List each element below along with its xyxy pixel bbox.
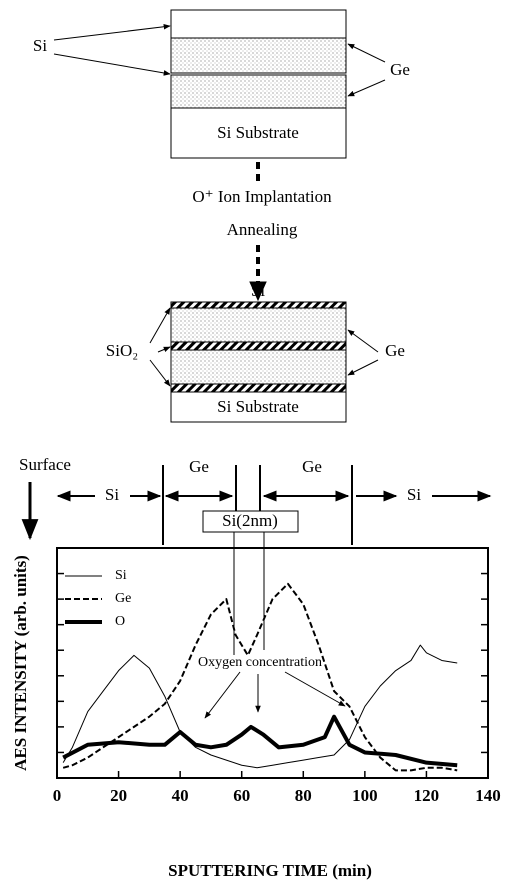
diagram-before bbox=[53, 9, 386, 302]
annotation: Surface bbox=[19, 455, 71, 474]
x-tick-label: 40 bbox=[172, 786, 189, 805]
label: Annealing bbox=[227, 220, 298, 239]
label: Si Substrate bbox=[217, 123, 299, 142]
annotation: Ge bbox=[189, 457, 209, 476]
series-line bbox=[62, 644, 458, 769]
label: O⁺ Ion Implantation bbox=[192, 187, 332, 206]
plot-frame bbox=[56, 547, 489, 779]
label: Si bbox=[251, 281, 265, 300]
annotation: Ge bbox=[302, 457, 322, 476]
x-axis-label: SPUTTERING TIME (min) bbox=[168, 861, 372, 880]
label: Si Substrate bbox=[217, 397, 299, 416]
label: SiO₂ bbox=[106, 341, 138, 360]
legend-label: Si bbox=[115, 568, 127, 583]
legend-label: Ge bbox=[115, 591, 131, 606]
x-tick-label: 0 bbox=[53, 786, 62, 805]
label: Si bbox=[33, 36, 47, 55]
series-line bbox=[62, 582, 458, 772]
x-tick-label: 20 bbox=[110, 786, 127, 805]
annotation-lines bbox=[21, 465, 492, 719]
annotation: Si bbox=[407, 485, 421, 504]
x-tick-label: 80 bbox=[295, 786, 312, 805]
label: Ge bbox=[390, 60, 410, 79]
annotation: Oxygen concentration bbox=[198, 655, 322, 670]
annotation: Si(2nm) bbox=[222, 511, 278, 530]
label: Ge bbox=[385, 341, 405, 360]
legend-label: O bbox=[115, 614, 125, 629]
y-axis-label: AES INTENSITY (arb. units) bbox=[11, 555, 30, 771]
x-tick-label: 60 bbox=[233, 786, 250, 805]
series-line bbox=[62, 714, 458, 768]
annotation: Si bbox=[105, 485, 119, 504]
x-tick-label: 120 bbox=[414, 786, 440, 805]
diagram-after bbox=[149, 301, 379, 423]
x-tick-label: 100 bbox=[352, 786, 378, 805]
x-tick-label: 140 bbox=[475, 786, 501, 805]
